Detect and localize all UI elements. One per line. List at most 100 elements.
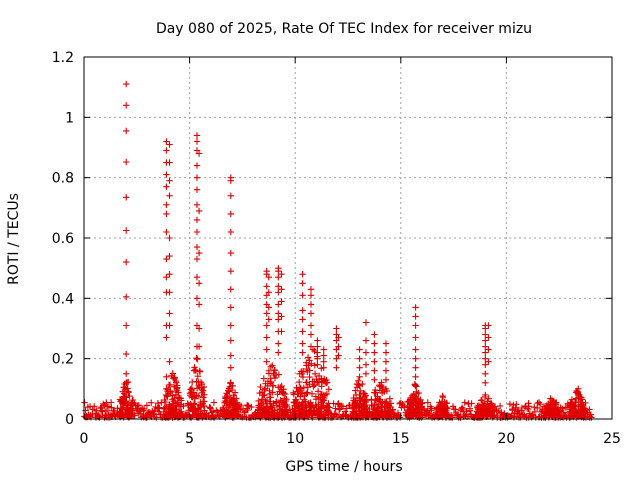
x-tick-label: 20 (497, 431, 515, 447)
data-point (166, 141, 173, 148)
data-point (299, 367, 307, 375)
data-point (140, 405, 148, 413)
data-point (231, 389, 239, 396)
data-point (412, 304, 419, 311)
data-point (195, 150, 203, 157)
data-point (314, 343, 321, 350)
data-point (363, 408, 371, 415)
data-point (387, 403, 394, 411)
data-point (325, 386, 332, 393)
y-tick-label: 1 (65, 110, 74, 126)
data-point (244, 401, 251, 409)
data-point (335, 406, 343, 413)
data-point (123, 388, 130, 396)
data-point (269, 389, 276, 396)
data-point (275, 310, 282, 317)
data-point (304, 354, 312, 361)
data-point (482, 361, 489, 368)
data-point (320, 346, 327, 353)
data-point (193, 243, 201, 251)
data-point (189, 403, 196, 410)
data-point (263, 358, 270, 365)
data-point (278, 313, 285, 320)
data-point (195, 280, 203, 287)
data-point (339, 403, 347, 410)
data-point (485, 322, 492, 329)
data-point (166, 159, 173, 166)
data-point (314, 355, 321, 362)
data-point (226, 388, 233, 395)
data-point (265, 367, 273, 374)
data-point (518, 404, 526, 412)
data-point (482, 325, 489, 332)
data-point (123, 127, 130, 135)
data-point (307, 343, 315, 350)
data-point (578, 401, 586, 408)
x-tick-label: 25 (603, 431, 621, 447)
data-point (424, 399, 431, 406)
data-point (123, 398, 130, 405)
data-point (300, 384, 307, 391)
data-point (412, 364, 419, 371)
data-point (419, 399, 426, 406)
data-point (371, 358, 378, 365)
data-point (531, 404, 538, 411)
data-point (193, 355, 201, 362)
data-point (129, 399, 137, 406)
data-point (496, 402, 504, 410)
data-point (208, 409, 215, 416)
data-point (186, 390, 194, 397)
data-point (362, 337, 370, 344)
data-point (325, 400, 332, 407)
data-point (163, 210, 170, 218)
data-point (588, 414, 595, 421)
data-point (124, 385, 131, 392)
data-point (283, 396, 290, 403)
data-point (311, 370, 319, 377)
data-point (509, 405, 516, 413)
data-point (335, 343, 342, 350)
x-tick-label: 15 (392, 431, 410, 447)
data-point (444, 405, 451, 412)
data-point (235, 410, 242, 418)
data-point (371, 349, 378, 356)
data-point (382, 349, 390, 356)
data-point (193, 274, 201, 281)
data-point (227, 192, 234, 199)
data-point (206, 404, 213, 411)
data-point (278, 286, 285, 293)
data-point (306, 381, 313, 388)
data-point (265, 289, 272, 296)
data-point (534, 399, 541, 407)
data-point (299, 307, 306, 314)
data-point (199, 394, 207, 401)
data-point (302, 398, 309, 405)
data-point (91, 403, 98, 410)
data-point (458, 404, 466, 411)
data-point (103, 407, 111, 414)
data-point (306, 373, 313, 381)
data-point (362, 361, 370, 368)
data-point (227, 304, 234, 311)
data-point (314, 388, 322, 395)
data-point (192, 366, 199, 374)
data-point (325, 409, 333, 416)
data-point (123, 227, 130, 234)
data-point (275, 371, 283, 378)
data-point (227, 268, 234, 275)
data-point (356, 391, 363, 399)
data-point (355, 381, 362, 388)
data-point (163, 147, 170, 154)
data-point (482, 349, 489, 356)
data-point (307, 322, 315, 329)
data-point (193, 255, 201, 263)
data-point (174, 399, 181, 406)
data-point (531, 408, 539, 415)
data-point (190, 400, 198, 407)
data-point (485, 334, 492, 341)
data-point (537, 401, 544, 408)
data-point (245, 402, 252, 409)
data-point (418, 406, 426, 414)
data-point (161, 405, 168, 412)
data-point (299, 271, 306, 278)
